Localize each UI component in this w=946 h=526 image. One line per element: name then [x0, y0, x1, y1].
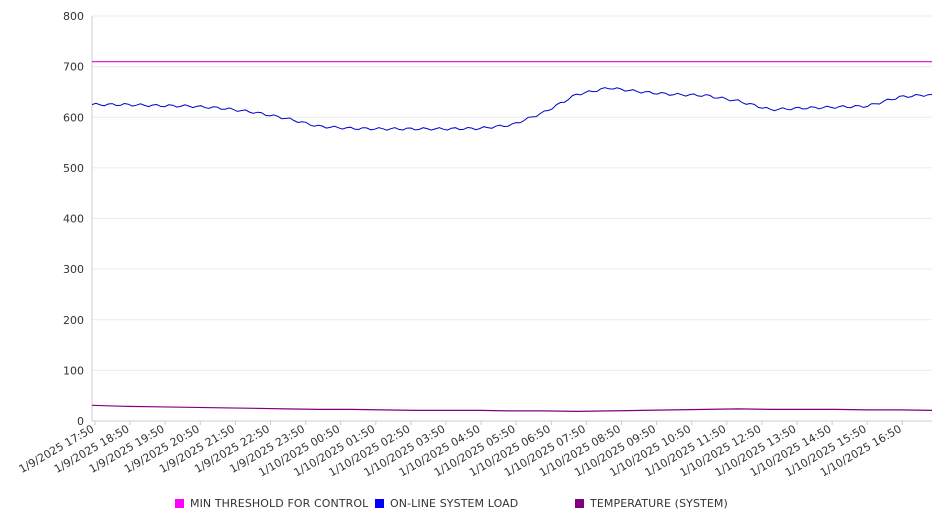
y-tick-label: 200: [63, 314, 84, 327]
series-line: [91, 87, 933, 131]
y-tick-label: 100: [63, 364, 84, 377]
y-tick-label: 800: [63, 10, 84, 23]
y-tick-label: 600: [63, 111, 84, 124]
x-axis: 1/9/2025 17:501/9/2025 18:501/9/2025 19:…: [17, 420, 932, 479]
y-tick-label: 500: [63, 162, 84, 175]
legend: MIN THRESHOLD FOR CONTROL ON-LINE SYSTEM…: [0, 497, 946, 515]
legend-label-temperature: TEMPERATURE (SYSTEM): [590, 497, 728, 510]
legend-swatch-temperature: [575, 499, 584, 508]
legend-label-min-threshold: MIN THRESHOLD FOR CONTROL: [190, 497, 369, 510]
y-tick-label: 0: [77, 415, 84, 428]
y-tick-label: 700: [63, 61, 84, 74]
y-tick-label: 400: [63, 213, 84, 226]
series-lines: [91, 60, 933, 413]
legend-item-system-load: ON-LINE SYSTEM LOAD: [375, 497, 518, 510]
legend-item-temperature: TEMPERATURE (SYSTEM): [575, 497, 728, 510]
y-axis: 0 100 200 300 400 500 600 700 800: [63, 10, 93, 428]
grid-lines: [92, 15, 932, 422]
legend-item-min-threshold: MIN THRESHOLD FOR CONTROL: [175, 497, 368, 510]
legend-label-system-load: ON-LINE SYSTEM LOAD: [390, 497, 519, 510]
y-tick-label: 300: [63, 263, 84, 276]
legend-swatch-system-load: [375, 499, 384, 508]
series-line: [91, 404, 933, 413]
legend-swatch-min-threshold: [175, 499, 184, 508]
